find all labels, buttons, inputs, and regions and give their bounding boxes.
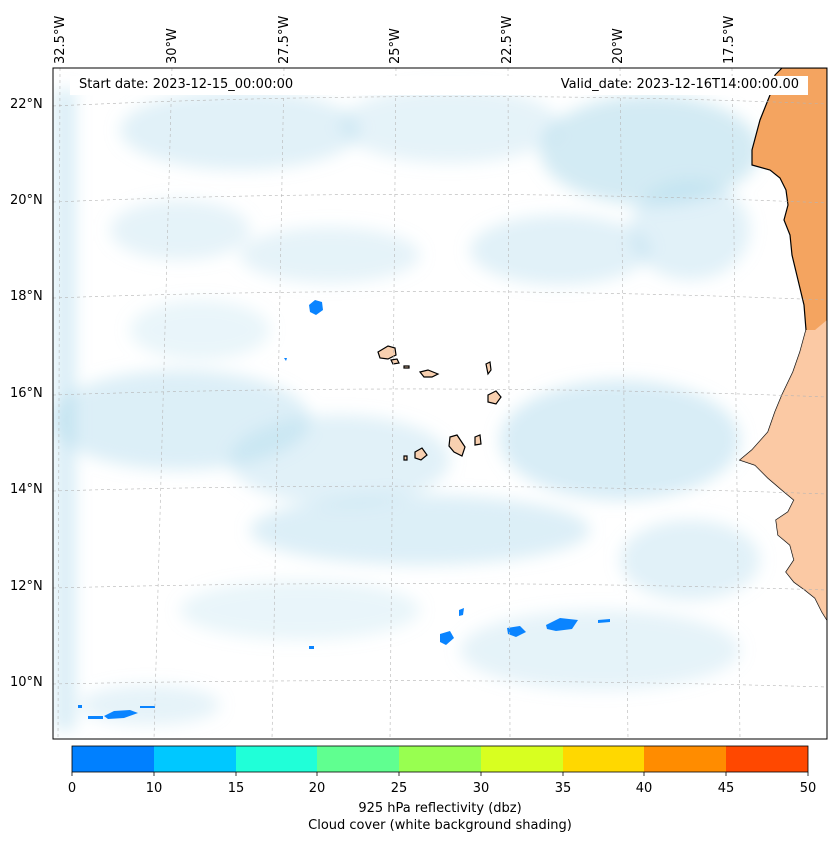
colorbar-tick-marks: [71, 772, 809, 776]
date-info-bar: Start date: 2023-12-15_00:00:00 Valid_da…: [70, 76, 808, 95]
island-santa-luzia: [403, 365, 410, 369]
reflectivity-patch: [88, 716, 103, 719]
colorbar-tick-label: 10: [145, 781, 163, 796]
lon-label: 25°W: [388, 28, 403, 64]
cloud-cover-shading: [53, 87, 760, 730]
island-santiago: [448, 434, 466, 457]
reflectivity-patches: [78, 300, 610, 719]
reflectivity-patch: [78, 705, 82, 708]
colorbar-segment: [563, 746, 644, 772]
colorbar-tick-label: 50: [799, 781, 817, 796]
island-brava: [403, 455, 408, 461]
lat-label: 20°N: [10, 193, 43, 208]
colorbar-segment: [481, 746, 563, 772]
lat-label: 22°N: [10, 97, 43, 112]
reflectivity-patch: [104, 710, 138, 719]
reflectivity-patch: [546, 618, 578, 631]
cape-verde-islands: [377, 345, 502, 461]
reflectivity-patch: [598, 619, 610, 623]
island-santo-antao: [377, 345, 397, 360]
colorbar-tick-label: 25: [390, 781, 408, 796]
colorbar-tick-label: 15: [227, 781, 245, 796]
reflectivity-patch: [140, 706, 155, 708]
colorbar-tick-label: 40: [635, 781, 653, 796]
colorbar-title: 925 hPa reflectivity (dbz): [358, 801, 522, 816]
lon-label: 20°W: [611, 28, 626, 64]
map-plot-area: [53, 68, 827, 739]
island-sao-nicolau: [418, 369, 440, 378]
colorbar-subtitle: Cloud cover (white background shading): [308, 818, 572, 833]
colorbar-segment: [726, 746, 808, 772]
graticule: [53, 68, 827, 739]
lat-label: 18°N: [10, 289, 43, 304]
colorbar-segment: [399, 746, 481, 772]
island-boa-vista: [487, 390, 502, 405]
reflectivity-patch: [440, 631, 454, 645]
colorbar-segment: [154, 746, 236, 772]
lat-label: 16°N: [10, 386, 43, 401]
lat-label: 10°N: [10, 675, 43, 690]
colorbar-tick-label: 20: [308, 781, 326, 796]
colorbar-segment: [317, 746, 399, 772]
island-fogo: [414, 447, 428, 461]
colorbar-tick-label: 30: [472, 781, 490, 796]
lon-label: 30°W: [165, 28, 180, 64]
colorbar-segment: [72, 746, 154, 772]
map-frame: [52, 67, 828, 740]
colorbar-tick-label: 0: [67, 781, 77, 796]
valid-date-text: Valid_date: 2023-12-16T14:00:00.00: [560, 77, 799, 92]
island-sal: [485, 361, 492, 376]
island-maio: [474, 434, 482, 446]
colorbar-tick-label: 45: [717, 781, 735, 796]
start-date-text: Start date: 2023-12-15_00:00:00: [79, 77, 294, 92]
colorbar-segment: [236, 746, 317, 772]
lon-label: 17.5°W: [722, 15, 737, 64]
colorbar-frame: [71, 745, 809, 773]
reflectivity-patch: [459, 608, 464, 616]
lon-label: 22.5°W: [500, 15, 515, 64]
colorbar-tick-label: 35: [554, 781, 572, 796]
colorbar: [71, 745, 809, 776]
reflectivity-patch: [507, 626, 526, 637]
reflectivity-patch: [309, 300, 323, 315]
lon-label: 27.5°W: [277, 15, 292, 64]
lat-label: 14°N: [10, 482, 43, 497]
island-sao-vicente: [390, 358, 400, 365]
reflectivity-patch: [309, 646, 314, 649]
lon-label: 32.5°W: [53, 15, 68, 64]
coast-pale-strip: [740, 320, 827, 620]
lat-label: 12°N: [10, 579, 43, 594]
colorbar-segment: [644, 746, 726, 772]
reflectivity-patch: [284, 358, 287, 361]
